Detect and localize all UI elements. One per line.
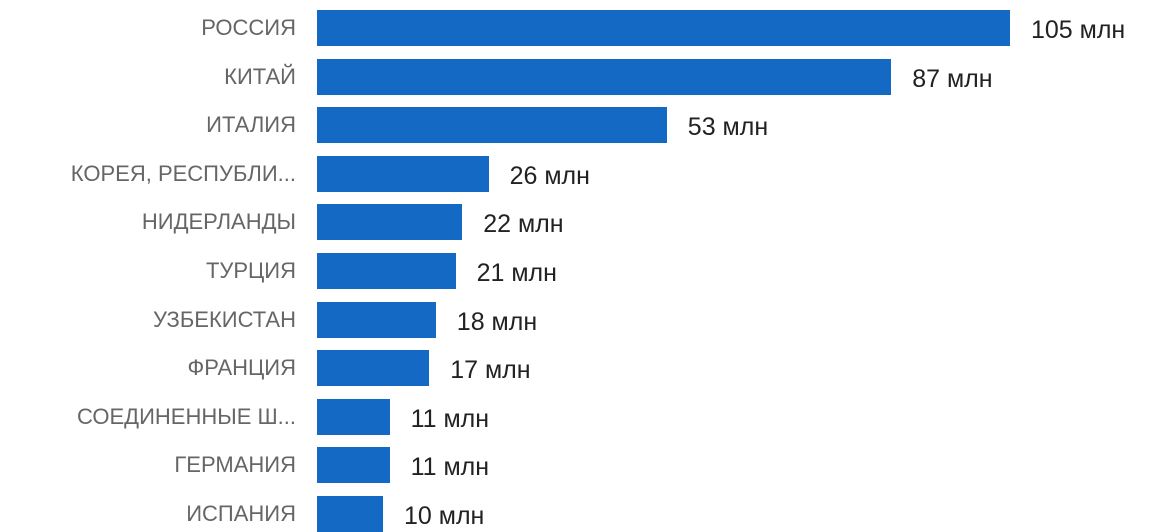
value-label: 22 млн [483,210,564,239]
value-label: 87 млн [912,64,993,93]
bar[interactable] [317,447,390,484]
value-label: 18 млн [456,307,538,336]
bar[interactable] [317,204,463,241]
bar[interactable] [317,155,489,192]
bar[interactable] [317,253,456,289]
category-label: ФРАНЦИЯ [187,355,296,381]
category-label: УЗБЕКИСТАН [153,306,296,332]
bar[interactable] [317,496,383,532]
bar[interactable] [317,58,892,95]
category-label: ИТАЛИЯ [206,112,296,138]
category-label: КОРЕЯ, РЕСПУБЛИ... [70,160,296,186]
bar[interactable] [317,350,430,387]
category-label: РОССИЯ [201,15,296,40]
bar[interactable] [317,301,436,338]
category-label: ГЕРМАНИЯ [174,452,296,478]
bar[interactable] [317,107,667,144]
value-label: 21 млн [476,259,557,287]
category-label: ТУРЦИЯ [205,258,296,283]
value-label: 17 млн [450,356,531,385]
value-label: 11 млн [410,404,490,433]
category-label: СОЕДИНЕННЫЕ Ш... [76,403,296,429]
value-label: 11 млн [410,453,490,482]
bar[interactable] [317,398,390,435]
value-label: 53 млн [687,113,769,142]
category-label: НИДЕРЛАНДЫ [141,209,296,235]
category-label: ИСПАНИЯ [186,501,296,526]
value-label: 105 млн [1031,16,1126,44]
value-label: 26 млн [509,161,590,190]
category-label: КИТАЙ [224,63,296,89]
bar[interactable] [317,10,1010,46]
value-label: 10 млн [404,502,485,530]
